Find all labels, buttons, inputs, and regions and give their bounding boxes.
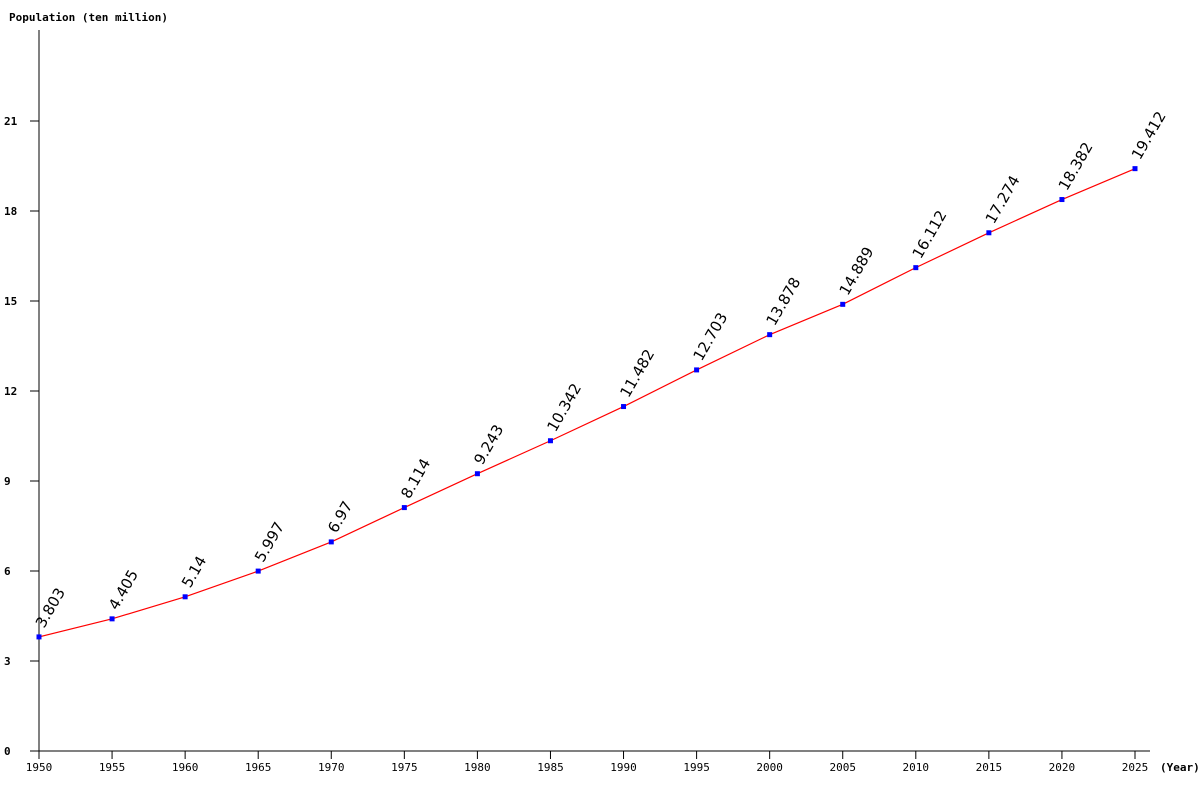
y-axis-label: Population (ten million) — [9, 11, 168, 24]
x-tick-label: 2015 — [976, 761, 1003, 774]
x-tick-label: 2005 — [829, 761, 856, 774]
y-tick-label: 18 — [4, 205, 17, 218]
data-point — [182, 594, 188, 600]
data-point — [109, 616, 115, 622]
y-tick-label: 15 — [4, 295, 17, 308]
x-tick-label: 1955 — [99, 761, 126, 774]
data-label: 4.405 — [105, 567, 142, 613]
y-tick-label: 9 — [4, 475, 11, 488]
series-line — [38, 168, 1136, 638]
x-tick-label: 1980 — [464, 761, 491, 774]
x-tick-label: 2025 — [1122, 761, 1149, 774]
x-tick-label: 1990 — [610, 761, 637, 774]
data-label: 5.997 — [251, 519, 288, 565]
data-point — [840, 301, 846, 307]
x-tick-label: 2000 — [756, 761, 783, 774]
y-tick-label: 0 — [4, 745, 11, 758]
data-point — [328, 539, 334, 545]
x-tick-label: 1960 — [172, 761, 199, 774]
data-point — [767, 332, 773, 338]
y-tick-label: 21 — [4, 115, 18, 128]
x-axis-label: (Year) — [1160, 761, 1200, 774]
x-tick-label: 2010 — [903, 761, 930, 774]
data-label: 10.342 — [543, 380, 585, 434]
data-label: 6.97 — [324, 498, 356, 536]
x-tick-label: 1985 — [537, 761, 564, 774]
y-tick-label: 3 — [4, 655, 11, 668]
data-label: 3.803 — [32, 585, 69, 631]
x-tick-label: 1975 — [391, 761, 418, 774]
data-label: 18.382 — [1055, 139, 1097, 193]
x-tick-label: 1950 — [26, 761, 53, 774]
x-tick-label: 1965 — [245, 761, 272, 774]
data-label: 13.878 — [763, 274, 805, 328]
data-point — [913, 265, 919, 271]
data-point — [1059, 197, 1065, 203]
x-tick-label: 1995 — [683, 761, 710, 774]
data-point — [474, 471, 480, 477]
data-label: 17.274 — [982, 172, 1024, 226]
data-label: 19.412 — [1128, 108, 1170, 162]
data-point — [694, 367, 700, 373]
data-point — [621, 404, 627, 410]
data-point — [36, 634, 42, 640]
data-point — [401, 505, 407, 511]
data-label: 5.14 — [178, 553, 210, 591]
x-tick-label: 1970 — [318, 761, 345, 774]
data-label: 8.114 — [397, 455, 434, 501]
data-point — [547, 438, 553, 444]
y-tick-label: 12 — [4, 385, 17, 398]
data-point — [986, 230, 992, 236]
data-point — [1132, 166, 1138, 172]
data-label: 9.243 — [470, 422, 507, 468]
y-tick-label: 6 — [4, 565, 11, 578]
data-point — [255, 568, 261, 574]
x-tick-label: 2020 — [1049, 761, 1076, 774]
